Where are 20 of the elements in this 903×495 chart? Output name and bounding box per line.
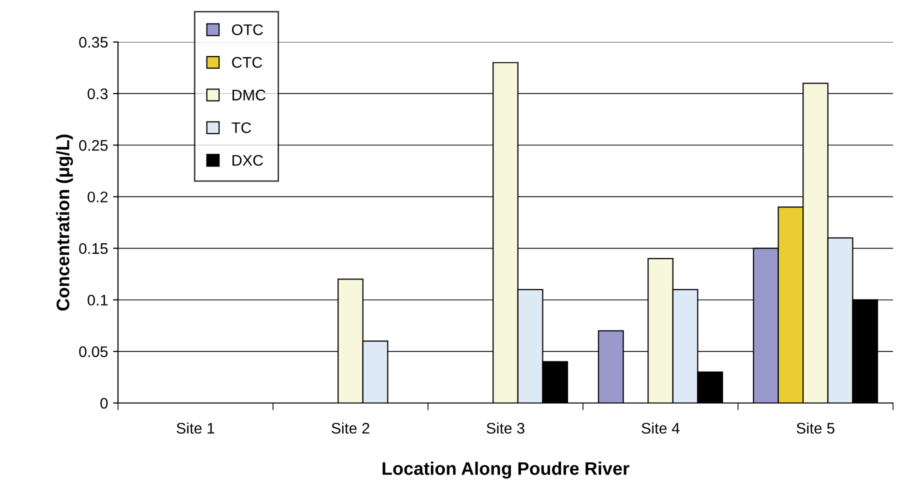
y-tick-label: 0.25 [79,140,108,151]
y-tick-label: 0.2 [88,192,108,202]
y-tick-label: 0.3 [88,88,108,100]
x-tick-label: Site 4 [642,422,680,434]
legend-label: OTC [232,24,263,36]
x-tick-label: Site 1 [176,422,214,434]
legend-label: DMC [232,90,266,100]
y-tick-label: 0.15 [79,243,108,254]
y-axis-title: Concentration (μg/L) [56,134,73,311]
legend-label: TC [232,122,252,134]
legend-label: CTC [232,57,262,68]
y-tick-label: 0.1 [88,294,108,306]
y-tick-label: 0.05 [79,346,108,358]
legend-label: DXC [232,154,263,166]
x-tick-label: Site 3 [486,422,524,434]
x-axis-title: Location Along Poudre River [382,462,630,479]
x-tick-label: Site 2 [332,422,370,434]
y-tick-label: 0 [100,398,108,409]
x-tick-label: Site 5 [796,422,834,434]
y-tick-label: 0.35 [79,36,108,48]
